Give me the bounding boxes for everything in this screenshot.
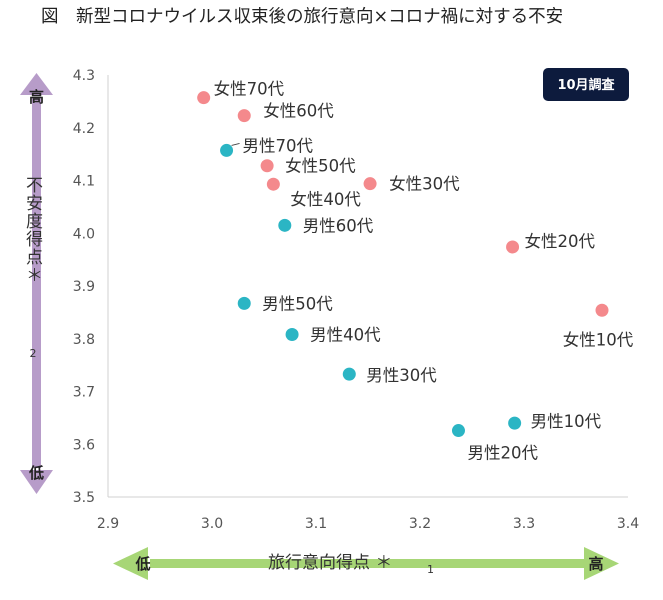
data-point-female <box>595 303 609 317</box>
data-point-label: 男性70代 <box>243 136 314 155</box>
y-axis-title: 不安度得点＊ 2 <box>22 176 43 360</box>
data-point-female <box>197 91 211 105</box>
x-arrow-left-head <box>113 547 148 580</box>
data-point-label: 男性20代 <box>467 444 538 463</box>
y-tick-label: 4.0 <box>73 226 95 242</box>
x-tick-label: 3.3 <box>513 516 535 532</box>
x-tick-label: 3.4 <box>617 516 639 532</box>
data-point-label: 女性40代 <box>290 190 361 209</box>
x-low-label: 低 <box>134 555 150 573</box>
y-axis-label: 不安度得点＊ <box>22 176 43 284</box>
y-tick-label: 3.6 <box>73 437 95 453</box>
y-tick-label: 4.2 <box>73 121 95 137</box>
y-arrow-up-head <box>20 73 53 95</box>
data-point-male <box>508 416 522 430</box>
x-tick-label: 3.1 <box>305 516 327 532</box>
x-high-label: 高 <box>588 555 603 573</box>
data-point-label: 男性40代 <box>310 326 381 345</box>
data-point-label: 女性50代 <box>285 157 356 176</box>
axes <box>107 75 628 498</box>
data-point-male <box>285 328 299 342</box>
data-point-male <box>220 143 234 157</box>
tick-labels: 2.9 3.0 3.1 3.2 3.3 3.4 3.5 3.6 3.7 3.8 3.9 4.0 4.1 4… <box>73 68 639 532</box>
data-point-male <box>451 424 465 438</box>
x-arrow-right-head <box>584 547 619 580</box>
data-point-label: 男性60代 <box>303 216 374 235</box>
data-point-female <box>260 159 274 173</box>
x-tick-label: 2.9 <box>97 516 119 532</box>
y-low-label: 低 <box>28 464 44 482</box>
data-point-male <box>237 296 251 310</box>
badge-text: 10月調査 <box>557 77 615 93</box>
data-point-female <box>506 240 520 254</box>
y-high-label: 高 <box>29 88 44 106</box>
badge: 10月調査 <box>543 68 629 101</box>
leader-line <box>231 142 240 146</box>
y-tick-label: 3.7 <box>73 385 95 401</box>
data-point-label: 男性10代 <box>531 412 602 431</box>
y-axis-label-subscript: 2 <box>30 347 37 360</box>
data-point-female <box>266 177 280 191</box>
chart-title: 図 新型コロナウイルス収束後の旅行意向×コロナ禍に対する不安 <box>41 7 563 27</box>
y-tick-label: 4.3 <box>73 68 95 84</box>
data-point-male <box>342 367 356 381</box>
data-point-label: 女性70代 <box>214 80 285 99</box>
data-point-female <box>237 109 251 123</box>
x-axis-title: 旅行意向得点 ＊ 1 <box>268 553 434 576</box>
data-point-label: 男性50代 <box>262 294 333 313</box>
y-tick-label: 3.8 <box>73 332 95 348</box>
data-point-label: 女性20代 <box>525 232 596 251</box>
y-tick-label: 3.9 <box>73 279 95 295</box>
data-point-male <box>278 218 292 232</box>
data-point-label: 女性30代 <box>389 175 460 194</box>
x-axis-label-subscript: 1 <box>427 563 434 576</box>
data-point-label: 女性60代 <box>263 102 334 121</box>
data-point-label: 男性30代 <box>366 366 437 385</box>
x-tick-label: 3.0 <box>201 516 223 532</box>
y-tick-label: 3.5 <box>73 490 95 506</box>
x-tick-label: 3.2 <box>409 516 431 532</box>
y-arrow-shaft <box>32 98 41 468</box>
y-arrow-down-head <box>20 470 53 494</box>
data-point-label: 女性10代 <box>563 330 634 349</box>
data-point-female <box>363 177 377 191</box>
badge-background <box>543 68 629 101</box>
y-tick-label: 4.1 <box>73 174 95 190</box>
x-arrow-shaft <box>150 559 584 568</box>
x-axis-arrow: 低 高 <box>113 547 619 580</box>
y-axis-arrow: 高 低 <box>20 73 53 494</box>
x-axis-label: 旅行意向得点 ＊ <box>268 553 392 573</box>
